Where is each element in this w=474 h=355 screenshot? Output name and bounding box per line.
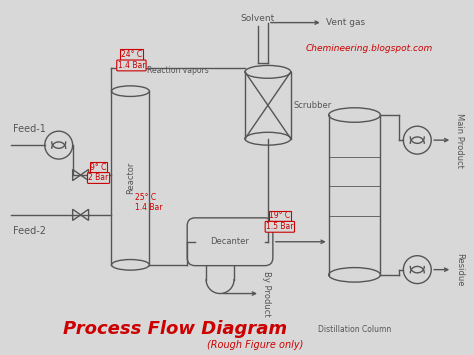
Text: Vent gas: Vent gas bbox=[326, 18, 365, 27]
Text: Reaction vapors: Reaction vapors bbox=[147, 66, 209, 75]
Text: 1.4 Bar: 1.4 Bar bbox=[118, 61, 145, 70]
Text: 1.5 Bar: 1.5 Bar bbox=[266, 222, 293, 231]
Text: 25° C: 25° C bbox=[136, 193, 156, 202]
Text: (Rough Figure only): (Rough Figure only) bbox=[207, 340, 303, 350]
Text: Distillation Column: Distillation Column bbox=[318, 325, 391, 334]
Text: Feed-2: Feed-2 bbox=[13, 226, 46, 236]
Text: Chemineering.blogspot.com: Chemineering.blogspot.com bbox=[306, 44, 433, 53]
Text: 19° C: 19° C bbox=[269, 211, 291, 220]
Text: 24° C: 24° C bbox=[121, 50, 142, 59]
Text: Process Flow Diagram: Process Flow Diagram bbox=[63, 321, 287, 338]
Text: Main Product: Main Product bbox=[455, 113, 464, 168]
Text: Reactor: Reactor bbox=[126, 162, 135, 194]
Text: 1.4 Bar: 1.4 Bar bbox=[136, 203, 163, 212]
Text: Feed-1: Feed-1 bbox=[13, 124, 46, 134]
Text: Residue: Residue bbox=[455, 253, 464, 286]
Text: By Product: By Product bbox=[262, 271, 271, 316]
Text: Solvent: Solvent bbox=[241, 14, 275, 23]
Text: 9° C: 9° C bbox=[91, 163, 107, 171]
Text: Decanter: Decanter bbox=[210, 237, 249, 246]
Text: 2 Bar: 2 Bar bbox=[89, 174, 109, 182]
Text: Scrubber: Scrubber bbox=[294, 101, 332, 110]
